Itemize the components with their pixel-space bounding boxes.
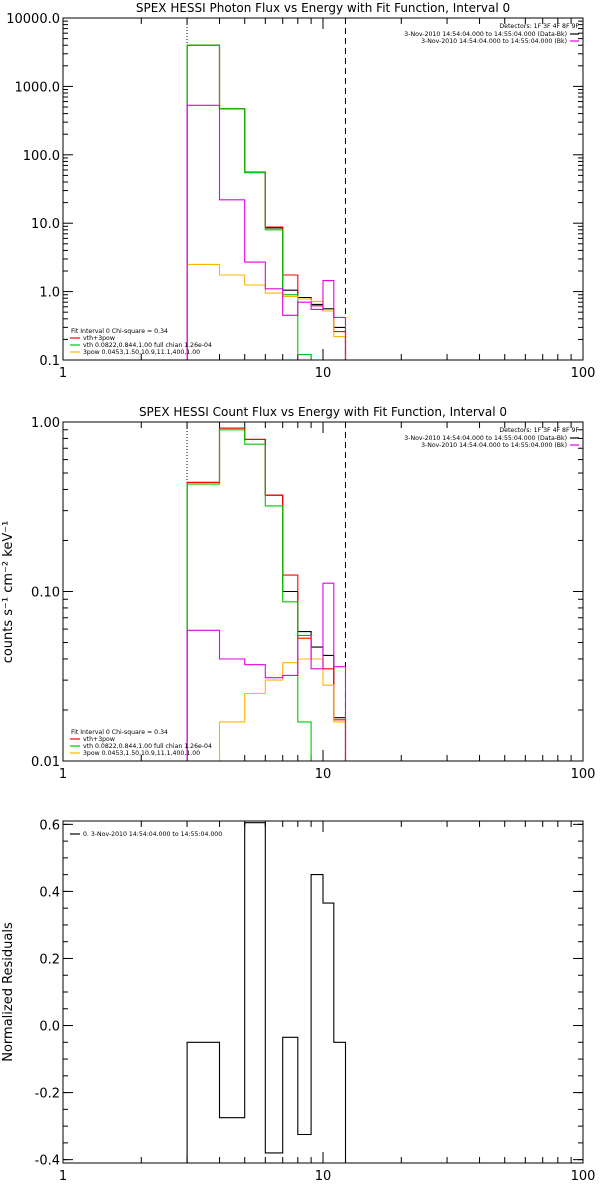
plot-frame	[62, 421, 584, 762]
x-tick-label: 10	[315, 366, 332, 381]
y-axis-label: Normalized Residuals	[1, 922, 16, 1062]
y-tick-label: 0.4	[39, 885, 60, 900]
legend-entry: vth 0.0822,0.844,1.00 full chian 1.26e-0…	[83, 342, 212, 349]
series-line-1	[186, 427, 347, 761]
legend-entry: vth 0.0822,0.844,1.00 full chian 1.26e-0…	[83, 743, 212, 750]
legend-entry: 3-Nov-2010 14:54:04.000 to 14:55:04.000 …	[421, 442, 567, 449]
x-tick-label: 1	[59, 366, 67, 381]
y-tick-label: -0.2	[35, 1087, 60, 1102]
y-tick-label: 10000.0	[6, 12, 60, 27]
y-tick-label: -0.4	[35, 1154, 60, 1169]
legend-entry: vth+3pow	[83, 736, 115, 743]
legend-entry: vth+3pow	[83, 335, 115, 342]
y-tick-label: 1.0	[39, 286, 60, 301]
legend-header: Detectors: 1F 3F 4F 8F 9F	[499, 427, 579, 434]
x-tick-label: 10	[315, 767, 332, 782]
x-tick-label: 100	[571, 366, 596, 381]
y-tick-label: 0.2	[39, 952, 60, 967]
series-line-5	[186, 582, 347, 761]
y-tick-label: 0.01	[31, 755, 60, 770]
x-tick-label: 100	[571, 767, 596, 782]
y-axis-label: counts s⁻¹ cm⁻² keV⁻¹	[1, 521, 16, 664]
x-tick-label: 100	[571, 1169, 596, 1184]
legend-header: Detectors: 1F 3F 4F 8F 9F	[499, 23, 579, 30]
fit-legend-header: Fit Interval 0 Chi-square = 0.34	[71, 729, 168, 736]
y-tick-label: 100.0	[23, 149, 60, 164]
legend-entry: 3-Nov-2010 14:54:04.000 to 14:55:04.000 …	[404, 31, 567, 38]
chart-title: SPEX HESSI Count Flux vs Energy with Fit…	[139, 405, 507, 419]
series-line-5	[186, 104, 347, 360]
fit-legend-header: Fit Interval 0 Chi-square = 0.34	[71, 328, 168, 335]
series-line-4	[187, 658, 347, 762]
legend-entry: 3-Nov-2010 14:54:04.000 to 14:55:04.000 …	[421, 38, 567, 45]
plot-frame	[62, 820, 584, 1164]
legend-entry: 3pow 0.0453,1.50,10.9,11.1,400,1.00	[83, 750, 200, 757]
chart-panel-1: SPEX HESSI Photon Flux vs Energy with Fi…	[6, 1, 595, 381]
chart-panel-3: Normalized Residuals 1 10 100 -0.4 -0.2 0.0 0.2…	[1, 818, 595, 1184]
series-line-3	[186, 44, 346, 361]
x-tick-label: 10	[315, 1169, 332, 1184]
y-tick-label: 0.0	[39, 1020, 60, 1035]
y-tick-label: 1.00	[31, 416, 60, 431]
legend-entry: 3-Nov-2010 14:54:04.000 to 14:55:04.000 …	[404, 435, 567, 442]
plot-frame	[62, 17, 584, 361]
y-tick-label: 0.1	[39, 354, 60, 369]
y-tick-label: 0.6	[39, 818, 60, 833]
y-tick-label: 0.10	[31, 586, 60, 601]
series-line-4	[186, 263, 347, 360]
y-tick-label: 10.0	[31, 217, 60, 232]
series-line-1	[186, 822, 347, 1163]
series-line-2	[186, 427, 347, 761]
chart-title: SPEX HESSI Photon Flux vs Energy with Fi…	[136, 1, 510, 15]
x-tick-label: 1	[59, 1169, 67, 1184]
legend-entry: 3pow 0.0453,1.50,10.9,11.1,400,1.00	[83, 349, 200, 356]
chart-panel-2: SPEX HESSI Count Flux vs Energy with Fit…	[1, 405, 595, 782]
series-line-3	[186, 429, 346, 762]
x-tick-label: 1	[59, 767, 67, 782]
series-line-1	[186, 44, 347, 360]
series-line-2	[186, 44, 347, 360]
y-tick-label: 1000.0	[15, 80, 61, 95]
legend-entry: 0. 3-Nov-2010 14:54:04.000 to 14:55:04.0…	[83, 831, 222, 838]
